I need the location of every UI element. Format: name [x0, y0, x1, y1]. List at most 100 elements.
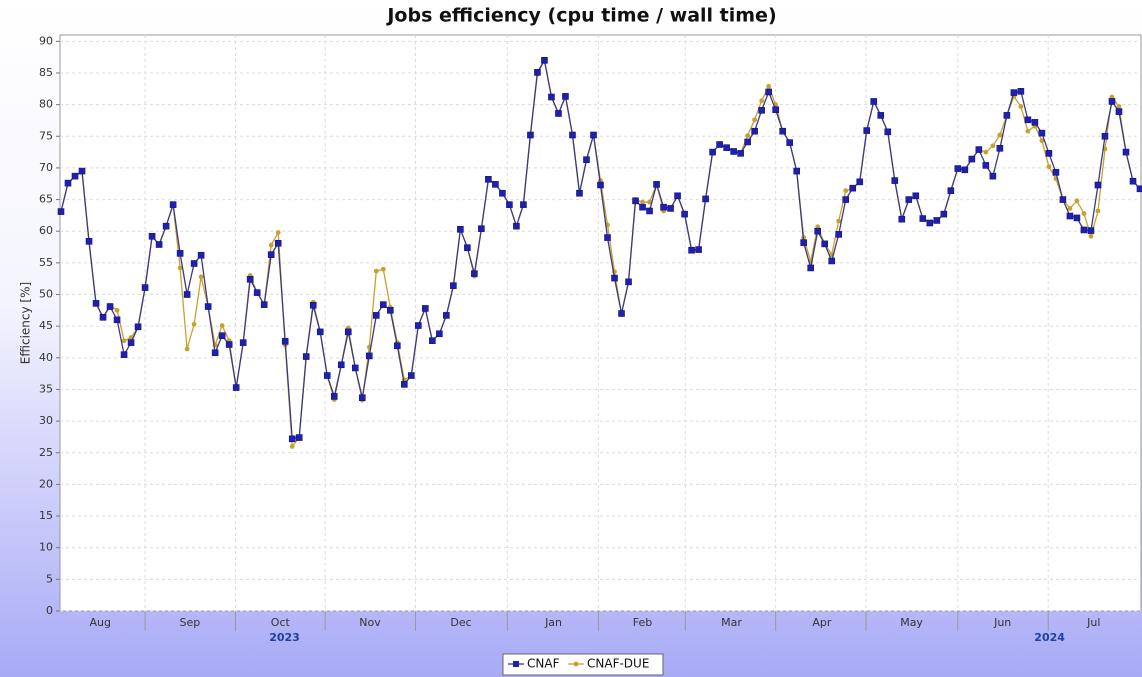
data-point — [197, 251, 205, 259]
data-point — [281, 338, 289, 345]
y-axis-label: Efficiency [%] — [19, 282, 33, 364]
year-label: 2024 — [1034, 631, 1065, 644]
data-point — [997, 132, 1003, 138]
data-point — [219, 323, 225, 328]
data-point — [330, 393, 338, 400]
data-point — [933, 217, 941, 224]
data-point — [365, 352, 373, 360]
data-point — [1024, 116, 1032, 124]
data-point — [912, 192, 920, 200]
y-tick-label: 65 — [39, 193, 53, 206]
data-point — [583, 156, 590, 163]
data-point — [905, 196, 913, 203]
data-point — [1136, 185, 1142, 193]
y-tick-label: 5 — [46, 572, 53, 585]
data-point — [1129, 177, 1137, 185]
data-point — [989, 172, 997, 180]
data-point — [555, 110, 562, 117]
data-point — [1038, 129, 1046, 137]
data-point — [1066, 212, 1074, 220]
data-point — [78, 167, 86, 175]
data-point — [1031, 119, 1039, 126]
data-point — [190, 260, 198, 267]
data-point — [121, 338, 127, 344]
data-point — [1095, 208, 1101, 214]
data-point — [898, 215, 906, 223]
data-point — [246, 276, 254, 283]
data-point — [814, 227, 822, 235]
data-point — [1052, 169, 1060, 176]
data-point — [667, 205, 674, 212]
data-point — [856, 178, 864, 186]
data-point — [766, 83, 772, 89]
data-point — [877, 112, 885, 119]
data-point — [926, 219, 934, 227]
data-point — [660, 203, 667, 211]
y-tick-label: 90 — [39, 34, 53, 47]
x-tick-label: Dec — [450, 616, 471, 629]
data-point — [639, 203, 646, 211]
y-tick-label: 15 — [39, 509, 53, 522]
data-point — [1045, 150, 1053, 157]
data-point — [793, 167, 800, 175]
data-point — [120, 351, 128, 358]
data-point — [562, 93, 569, 100]
data-point — [99, 314, 107, 321]
data-point — [380, 266, 386, 272]
x-tick-label: May — [900, 616, 923, 629]
data-point — [183, 291, 191, 298]
data-point — [597, 181, 604, 189]
y-tick-label: 70 — [39, 161, 53, 174]
data-point — [758, 107, 765, 114]
data-point — [387, 307, 394, 314]
data-point — [127, 339, 135, 346]
data-point — [372, 312, 380, 319]
data-point — [351, 364, 359, 372]
x-tick-label: Aug — [89, 616, 110, 629]
data-point — [148, 232, 156, 240]
data-point — [1101, 132, 1109, 140]
data-point — [141, 284, 149, 291]
data-point — [548, 93, 555, 101]
data-point — [751, 127, 758, 135]
data-point — [604, 234, 611, 241]
data-point — [1025, 128, 1031, 134]
data-point — [275, 230, 281, 235]
data-point — [779, 127, 786, 135]
y-tick-label: 85 — [39, 66, 53, 79]
data-point — [1081, 211, 1087, 216]
data-point — [513, 222, 520, 230]
data-point — [632, 197, 639, 205]
data-point — [702, 195, 709, 203]
data-point — [541, 57, 548, 64]
data-point — [611, 274, 618, 282]
data-point — [506, 201, 513, 208]
data-point — [239, 339, 247, 346]
data-point — [1003, 112, 1011, 119]
data-point — [646, 207, 653, 215]
data-point — [1088, 233, 1094, 239]
data-point — [983, 149, 989, 155]
data-point — [849, 184, 857, 192]
data-point — [1017, 88, 1025, 95]
data-point — [1122, 148, 1130, 156]
data-point — [106, 303, 114, 310]
data-point — [590, 131, 597, 139]
x-tick-label: Feb — [633, 616, 652, 629]
y-tick-label: 0 — [46, 604, 53, 617]
data-point — [169, 201, 177, 208]
data-point — [323, 372, 331, 379]
data-point — [289, 444, 295, 449]
y-tick-label: 30 — [39, 414, 53, 427]
data-point — [274, 239, 282, 247]
data-point — [422, 305, 429, 312]
data-point — [267, 251, 275, 258]
data-point — [450, 282, 457, 289]
data-point — [807, 264, 814, 272]
data-point — [198, 274, 204, 280]
data-point — [996, 145, 1004, 152]
data-point — [113, 316, 121, 324]
data-point — [961, 166, 969, 174]
data-point — [57, 208, 65, 215]
